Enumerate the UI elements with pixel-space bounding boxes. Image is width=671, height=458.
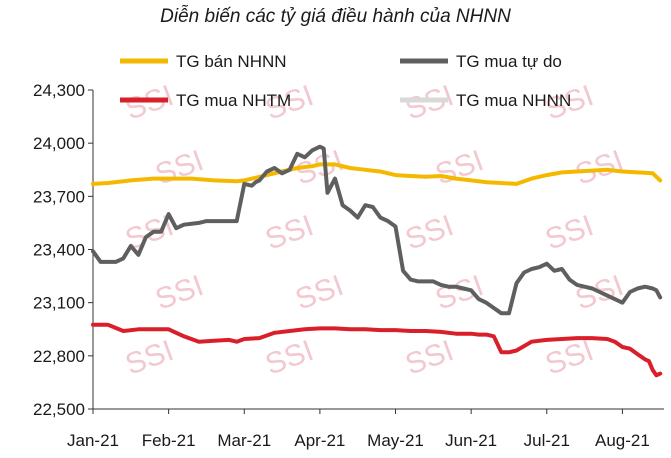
watermark-text: SSI [431, 269, 488, 317]
x-tick-label: Aug-21 [595, 431, 650, 450]
x-tick-label: Jun-21 [445, 431, 497, 450]
y-tick-label: 24,300 [33, 81, 85, 100]
legend-label: TG mua tự do [456, 52, 562, 71]
legend-label: TG mua NHTM [176, 91, 291, 110]
chart-title: Diễn biến các tỷ giá điều hành của NHNN [160, 6, 511, 27]
watermark-text: SSI [291, 269, 348, 317]
watermark-text: SSI [401, 334, 458, 382]
legend-label: TG mua NHNN [456, 91, 571, 110]
watermark-text: SSI [541, 209, 598, 257]
watermark-text: SSI [121, 79, 178, 127]
y-tick-label: 22,500 [33, 400, 85, 419]
x-tick-label: Apr-21 [294, 431, 345, 450]
watermark-text: SSI [401, 209, 458, 257]
x-axis: Jan-21 Feb-21 Mar-21 Apr-21 May-21 Jun-21 Jul-… [67, 408, 664, 450]
y-tick-label: 23,100 [33, 294, 85, 313]
watermark-text: SSI [431, 144, 488, 192]
watermark-layer: SSI SSI SSI SSI SSI SSI SSI SSI SSI SSI SSI SSI SSI S… [121, 79, 628, 382]
x-tick-label: May-21 [367, 431, 424, 450]
x-tick-label: Jan-21 [67, 431, 119, 450]
y-axis: 22,500 22,800 23,100 23,400 23,700 24,000 24,3… [33, 81, 94, 419]
watermark-text: SSI [401, 79, 458, 127]
watermark-text: SSI [261, 209, 318, 257]
watermark-text: SSI [151, 269, 208, 317]
series-line-2 [91, 144, 663, 316]
watermark-text: SSI [121, 334, 178, 382]
y-tick-label: 23,700 [33, 187, 85, 206]
y-tick-label: 22,800 [33, 347, 85, 366]
legend: TG bán NHNN TG mua tự do TG mua NHTM TG mua… [120, 52, 571, 110]
x-tick-label: Mar-21 [217, 431, 271, 450]
x-tick-label: Jul-21 [524, 431, 570, 450]
x-tick-label: Feb-21 [142, 431, 196, 450]
legend-label: TG bán NHNN [176, 52, 287, 71]
series-line-3 [91, 322, 663, 378]
series-line-1 [91, 162, 663, 186]
series-layer [91, 144, 663, 378]
watermark-text: SSI [571, 144, 628, 192]
y-tick-label: 24,000 [33, 134, 85, 153]
y-tick-label: 23,400 [33, 241, 85, 260]
watermark-text: SSI [261, 334, 318, 382]
watermark-text: SSI [151, 144, 208, 192]
